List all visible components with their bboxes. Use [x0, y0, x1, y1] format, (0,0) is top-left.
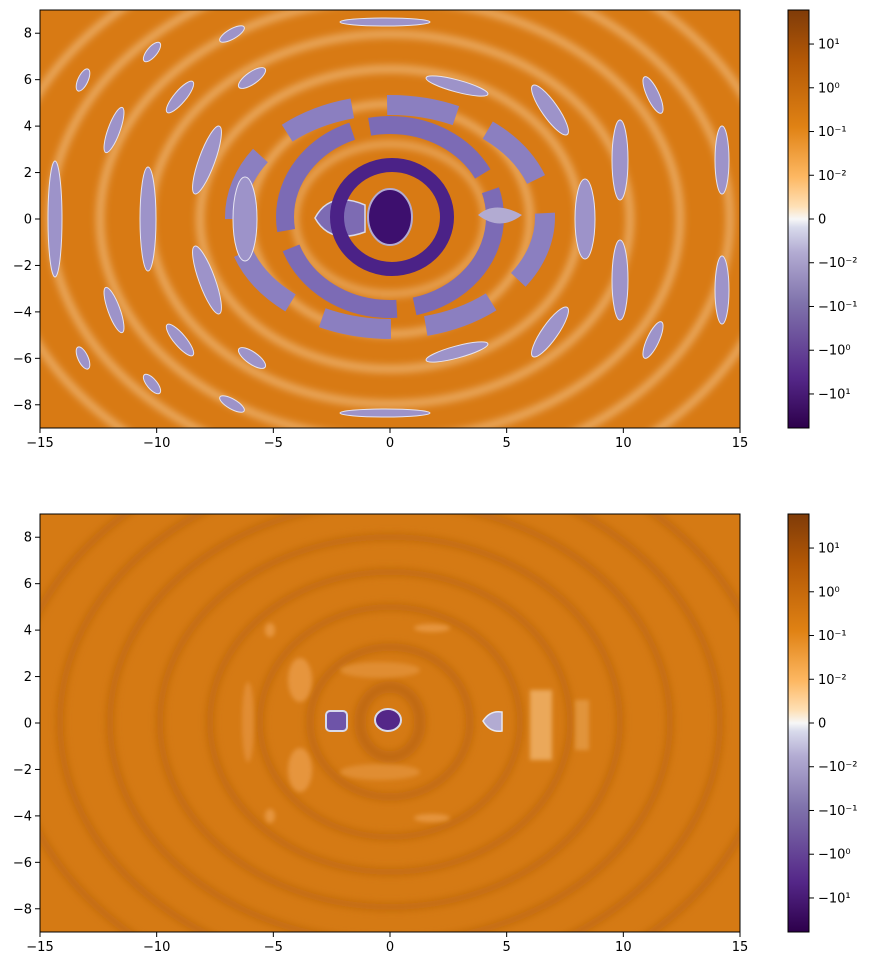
- y-tick-label: 4: [24, 120, 32, 135]
- y-tick-label: 6: [24, 577, 32, 592]
- heatmap-top-field: [40, 10, 740, 428]
- y-axis-top: −8 −6 −4 −2 0 2 4 6 8: [13, 27, 40, 413]
- inner-ring: [330, 158, 454, 276]
- x-tick-label: 0: [386, 940, 394, 955]
- x-tick-label: 15: [732, 436, 749, 451]
- dark-rings: [40, 514, 740, 932]
- x-tick-label: −15: [26, 940, 53, 955]
- colorbar-tick-label: 10⁰: [818, 81, 840, 96]
- x-tick-label: −10: [143, 436, 170, 451]
- y-tick-label: −4: [13, 305, 32, 320]
- colorbar-bottom-ticks: −10¹ −10⁰ −10⁻¹ −10⁻² 0 10⁻² 10⁻¹ 10⁰ 10¹: [809, 542, 858, 906]
- colorbar-tick-label: −10⁻²: [818, 256, 858, 271]
- colorbar-tick-label: 10¹: [818, 38, 840, 53]
- y-tick-label: 4: [24, 624, 32, 639]
- colorbar-bottom-gradient: [788, 514, 809, 932]
- x-tick-label: 10: [615, 940, 632, 955]
- x-tick-label: 15: [732, 940, 749, 955]
- negative-regions: [47, 17, 730, 418]
- colorbar-tick-label: 10⁻¹: [818, 629, 847, 644]
- colorbar-tick-label: −10⁻²: [818, 760, 858, 775]
- colorbar-top-gradient: [788, 10, 809, 428]
- y-tick-label: 2: [24, 670, 32, 685]
- y-tick-label: −8: [13, 902, 32, 917]
- negative-regions: [325, 708, 503, 733]
- x-tick-label: −10: [143, 940, 170, 955]
- heatmap-bottom: −15 −10 −5 0 5 10 15 −8 −6 −4 −2 0 2 4 6 8: [13, 513, 748, 955]
- x-axis-bottom: −15 −10 −5 0 5 10 15: [26, 932, 748, 955]
- x-tick-label: 5: [503, 940, 511, 955]
- colorbar-top-ticks: −10¹ −10⁰ −10⁻¹ −10⁻² 0 10⁻² 10⁻¹ 10⁰ 10¹: [809, 38, 858, 402]
- y-tick-label: 0: [24, 213, 32, 228]
- outer-lobes: [47, 17, 730, 418]
- x-tick-label: −5: [264, 940, 283, 955]
- colorbar-tick-label: 10⁻²: [818, 673, 847, 688]
- y-tick-label: 2: [24, 166, 32, 181]
- heatmap-top: −15 −10 −5 0 5 10 15 −8 −6 −4 −2 0 2 4 6 8: [13, 9, 748, 451]
- light-patches: [242, 623, 589, 823]
- y-tick-label: −2: [13, 259, 32, 274]
- colorbar-bottom: −10¹ −10⁰ −10⁻¹ −10⁻² 0 10⁻² 10⁻¹ 10⁰ 10¹: [787, 513, 858, 933]
- y-tick-label: −6: [13, 856, 32, 871]
- colorbar-tick-label: 10⁻²: [818, 169, 847, 184]
- y-tick-label: 0: [24, 717, 32, 732]
- y-axis-bottom: −8 −6 −4 −2 0 2 4 6 8: [13, 531, 40, 917]
- y-tick-label: −6: [13, 352, 32, 367]
- colorbar-tick-label: −10⁻¹: [818, 300, 858, 315]
- core-lobe: [374, 708, 402, 732]
- colorbar-tick-label: −10¹: [818, 891, 851, 906]
- right-lobe: [482, 710, 503, 733]
- colorbar-tick-label: 0: [818, 213, 826, 228]
- colorbar-tick-label: −10¹: [818, 387, 851, 402]
- y-tick-label: 8: [24, 531, 32, 546]
- x-tick-label: 10: [615, 436, 632, 451]
- colorbar-tick-label: −10⁰: [818, 848, 851, 863]
- y-tick-label: 8: [24, 27, 32, 42]
- colorbar-tick-label: 10¹: [818, 542, 840, 557]
- x-tick-label: 5: [503, 436, 511, 451]
- y-tick-label: −8: [13, 398, 32, 413]
- colorbar-top: −10¹ −10⁰ −10⁻¹ −10⁻² 0 10⁻² 10⁻¹ 10⁰ 10¹: [787, 9, 858, 429]
- y-tick-label: −2: [13, 763, 32, 778]
- colorbar-tick-label: 10⁻¹: [818, 125, 847, 140]
- heatmap-bottom-field: [40, 514, 740, 932]
- y-tick-label: 6: [24, 73, 32, 88]
- colorbar-tick-label: −10⁰: [818, 344, 851, 359]
- colorbar-tick-label: 0: [818, 717, 826, 732]
- x-axis-top: −15 −10 −5 0 5 10 15: [26, 428, 748, 451]
- core-lobe: [367, 188, 413, 246]
- colorbar-tick-label: 10⁰: [818, 585, 840, 600]
- right-lobe: [478, 207, 522, 224]
- colorbar-tick-label: −10⁻¹: [818, 804, 858, 819]
- x-tick-label: 0: [386, 436, 394, 451]
- left-lobe: [325, 710, 348, 732]
- x-tick-label: −5: [264, 436, 283, 451]
- y-tick-label: −4: [13, 809, 32, 824]
- x-tick-label: −15: [26, 436, 53, 451]
